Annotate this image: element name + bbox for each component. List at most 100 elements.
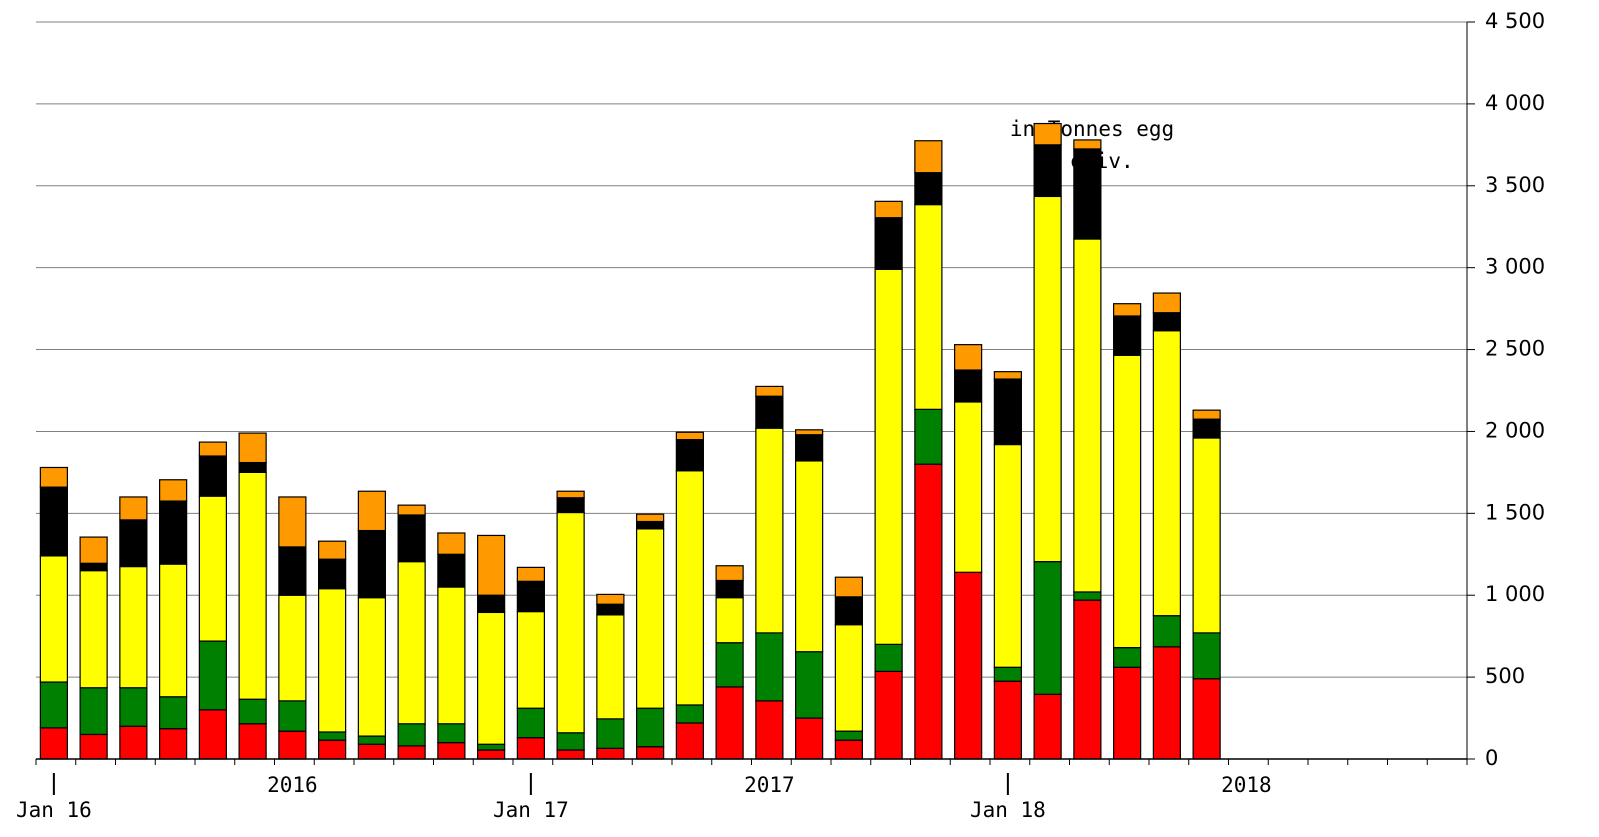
bar-segment [198,441,227,457]
bar-segment [119,687,148,727]
bar-segment [1152,646,1181,760]
bar-segment [437,532,466,555]
bar-segment [675,704,704,724]
bar-segment [1152,615,1181,648]
bar-segment [1113,666,1142,760]
bar-segment [715,579,744,599]
bar-segment [1192,418,1221,439]
bar-segment [397,723,426,747]
bar-segment [596,614,625,720]
bar-segment [79,733,108,760]
bar-segment [318,731,347,741]
bar-segment [556,749,585,760]
bar-segment [1073,591,1102,601]
bar-segment [357,743,386,760]
bar-segment [357,490,386,532]
bar-segment [1113,303,1142,317]
y-tick-label: 2 000 [1485,418,1545,442]
bar-segment [397,561,426,725]
bar-segment [1033,144,1062,198]
bar-segment [238,461,267,473]
y-tick-label: 0 [1485,746,1498,770]
bar-segment [198,495,227,642]
bar-segment [834,596,863,626]
bar-segment [1152,312,1181,332]
bar-segment [437,586,466,725]
bar-segment [516,707,545,739]
bar-segment [39,486,68,557]
y-tick-label: 1 500 [1485,500,1545,524]
bar-segment [914,408,943,465]
y-tick-label: 3 500 [1485,173,1545,197]
bar-segment [874,643,903,672]
bar-segment [556,497,585,514]
bar-segment [516,566,545,582]
bar-segment [993,371,1022,380]
bar-segment [1113,354,1142,649]
bar-segment [198,709,227,760]
bar-segment [79,536,108,564]
bar-segment [675,439,704,472]
bar-segment [39,727,68,760]
bar-segment [1033,561,1062,695]
bar-segment [437,723,466,744]
bar-segment [397,504,426,516]
bar-segment [596,718,625,749]
bar-segment [357,597,386,737]
y-tick-label: 500 [1485,664,1525,688]
bar-segment [755,427,784,634]
bar-segment [1152,292,1181,314]
y-tick-label: 1 000 [1485,582,1545,606]
bar-segment [914,204,943,410]
bar-segment [795,429,824,436]
bar-segment [477,749,506,760]
bar-segment [874,217,903,270]
bar-segment [119,565,148,689]
bar-segment [278,546,307,596]
bar-segment [198,455,227,497]
bar-segment [874,268,903,645]
bar-segment [79,687,108,736]
bar-segment [477,611,506,745]
bar-segment [795,717,824,760]
bar-segment [477,743,506,751]
bar-segment [119,519,148,568]
bar-segment [238,698,267,725]
bar-segment [1033,122,1062,146]
bar-segment [119,496,148,521]
bar-segment [636,707,665,748]
bar-segment [1192,409,1221,420]
bar-segment [437,742,466,760]
bar-segment [1073,139,1102,150]
bar-segment [993,680,1022,760]
bar-segment [1192,632,1221,680]
x-tick-label: Jan 17 [493,798,569,822]
bar-segment [715,686,744,760]
bar-segment [675,431,704,441]
bar-segment [477,594,506,614]
bar-segment [795,460,824,653]
bar-segment [1033,195,1062,563]
x-tick-label: 2017 [744,773,795,797]
bar-segment [159,479,188,502]
bar-segment [993,443,1022,668]
bar-segment [238,723,267,760]
bar-segment [1192,678,1221,760]
bar-segment [755,632,784,702]
bar-segment [755,385,784,397]
bar-segment [39,555,68,683]
bar-segment [39,466,68,488]
bar-segment [993,666,1022,682]
bar-segment [715,642,744,688]
bar-segment [834,624,863,732]
bar-segment [278,594,307,702]
bar-segment [278,730,307,760]
bar-segment [954,344,983,371]
bar-segment [834,576,863,598]
y-tick-label: 3 000 [1485,255,1545,279]
bar-segment [278,700,307,732]
bar-segment [715,597,744,644]
bar-segment [357,735,386,745]
bar-segment [1073,238,1102,593]
